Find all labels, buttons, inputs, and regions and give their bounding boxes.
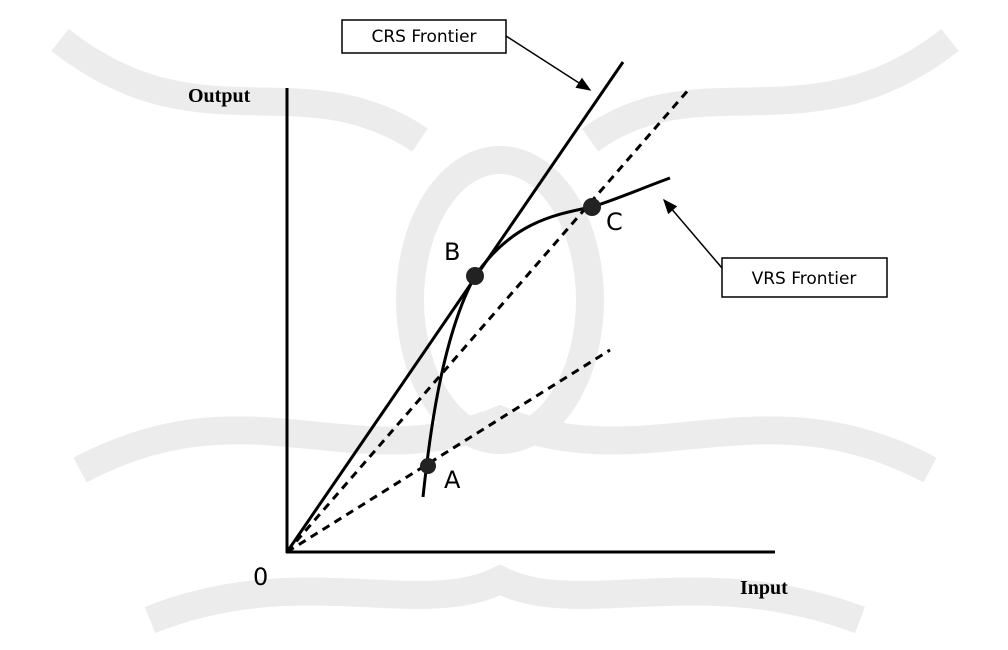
- callout-text: CRS Frontier: [371, 27, 476, 47]
- point-a: [420, 458, 436, 474]
- point-b: [466, 267, 484, 285]
- point-label: C: [606, 208, 623, 236]
- y-axis-label: Output: [188, 85, 251, 107]
- diagram: B C A Output Input 0 CRS Frontier VRS Fr…: [0, 0, 1008, 650]
- point-label: B: [444, 238, 460, 266]
- point-c: [583, 198, 601, 216]
- watermark: [60, 40, 950, 620]
- point-label: A: [444, 466, 461, 494]
- callout-arrow: [664, 200, 722, 268]
- origin-label: 0: [253, 563, 268, 591]
- x-axis-label: Input: [740, 577, 788, 599]
- callout-text: VRS Frontier: [752, 269, 857, 289]
- callout-arrow: [506, 36, 590, 90]
